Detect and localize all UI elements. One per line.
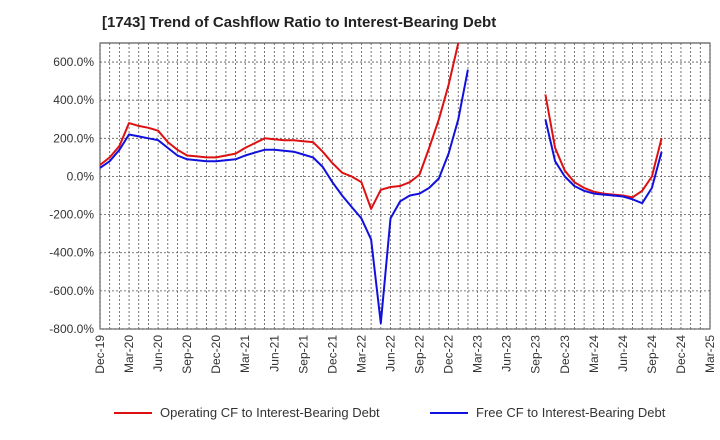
y-tick-label: -400.0% [49,246,94,260]
x-tick-label: Dec-20 [209,335,223,374]
x-tick-label: Mar-24 [587,335,601,373]
x-tick-label: Sep-22 [413,335,427,374]
legend: Operating CF to Interest-Bearing Debt Fr… [0,405,720,425]
series-line-free-cf [99,69,469,325]
y-tick-label: 200.0% [53,131,94,145]
legend-item-free-cf: Free CF to Interest-Bearing Debt [430,405,665,420]
x-tick-label: Dec-22 [442,335,456,374]
x-tick-label: Dec-23 [558,335,572,374]
legend-label-free-cf: Free CF to Interest-Bearing Debt [476,405,666,420]
legend-item-operating-cf: Operating CF to Interest-Bearing Debt [114,405,380,420]
plot-border [99,42,711,330]
y-tick-label: -200.0% [49,208,94,222]
y-tick-label: -600.0% [49,284,94,298]
x-tick-label: Jun-23 [500,335,514,372]
series-line-operating-cf [99,42,460,210]
x-tick-label: Sep-24 [645,335,659,374]
x-tick-label: Sep-21 [296,335,310,374]
legend-swatch-red [114,411,152,414]
x-tick-label: Sep-20 [180,335,194,374]
x-tick-label: Jun-22 [383,335,397,372]
x-tick-label: Dec-21 [325,335,339,374]
x-tick-label: Mar-23 [471,335,485,373]
y-tick-label: 0.0% [67,169,95,183]
series-line-operating-cf [544,94,663,199]
x-tick-label: Mar-21 [238,335,252,373]
series-line-free-cf [544,119,663,205]
x-tick-label: Mar-25 [703,335,717,373]
x-tick-label: Jun-24 [616,335,630,372]
x-tick-label: Dec-19 [93,335,107,374]
chart-title: [1743] Trend of Cashflow Ratio to Intere… [102,14,497,31]
y-tick-label: 400.0% [53,93,94,107]
x-tick-label: Mar-22 [354,335,368,373]
x-tick-label: Mar-20 [122,335,136,373]
x-tick-label: Jun-20 [151,335,165,372]
legend-swatch-blue [430,411,468,414]
x-tick-label: Sep-23 [529,335,543,374]
y-tick-label: 600.0% [53,55,94,69]
legend-label-operating-cf: Operating CF to Interest-Bearing Debt [160,405,380,420]
x-tick-label: Dec-24 [674,335,688,374]
x-tick-label: Jun-21 [267,335,281,372]
y-tick-label: -800.0% [49,322,94,336]
